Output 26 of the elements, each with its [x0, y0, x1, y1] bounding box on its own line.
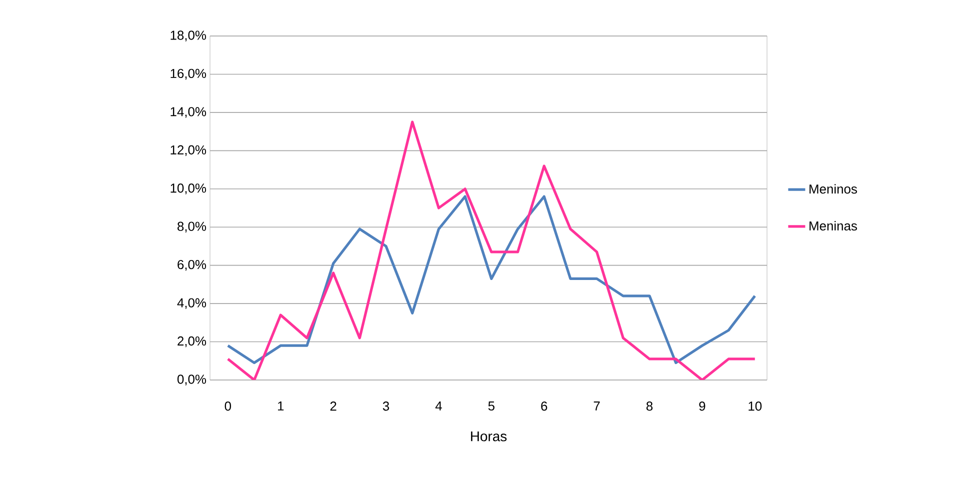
y-tick-label: 2,0%: [178, 336, 206, 348]
y-tick-label: 16,0%: [170, 68, 206, 80]
x-tick-label: 3: [382, 402, 390, 411]
x-tick-label: 6: [541, 402, 548, 411]
x-tick-label: 9: [699, 402, 706, 411]
line-series: [226, 120, 756, 380]
x-axis-title: Horas: [471, 432, 507, 442]
y-tick-label: 18,0%: [170, 30, 206, 42]
x-tick-label: 10: [748, 402, 762, 411]
x-tick-label: 1: [278, 402, 284, 410]
x-tick-label: 7: [594, 402, 600, 410]
y-tick-label: 8,0%: [178, 222, 206, 232]
legend-label: Meninas: [810, 220, 857, 230]
y-tick-label: 14,0%: [170, 107, 206, 118]
x-tick-label: 2: [330, 402, 336, 411]
x-tick-label: 0: [224, 402, 232, 411]
line-series: [226, 195, 756, 364]
y-tick-label: 4,0%: [177, 298, 206, 309]
x-tick-label: 8: [646, 402, 653, 411]
y-tick-label: 10,0%: [170, 184, 206, 194]
legend-label: Meninos: [810, 184, 857, 194]
y-tick-label: 6,0%: [178, 260, 206, 271]
x-tick-label: 5: [488, 402, 494, 411]
x-tick-label: 4: [435, 402, 442, 410]
y-tick-label: 0,0%: [177, 374, 206, 386]
y-tick-label: 12,0%: [170, 145, 206, 156]
